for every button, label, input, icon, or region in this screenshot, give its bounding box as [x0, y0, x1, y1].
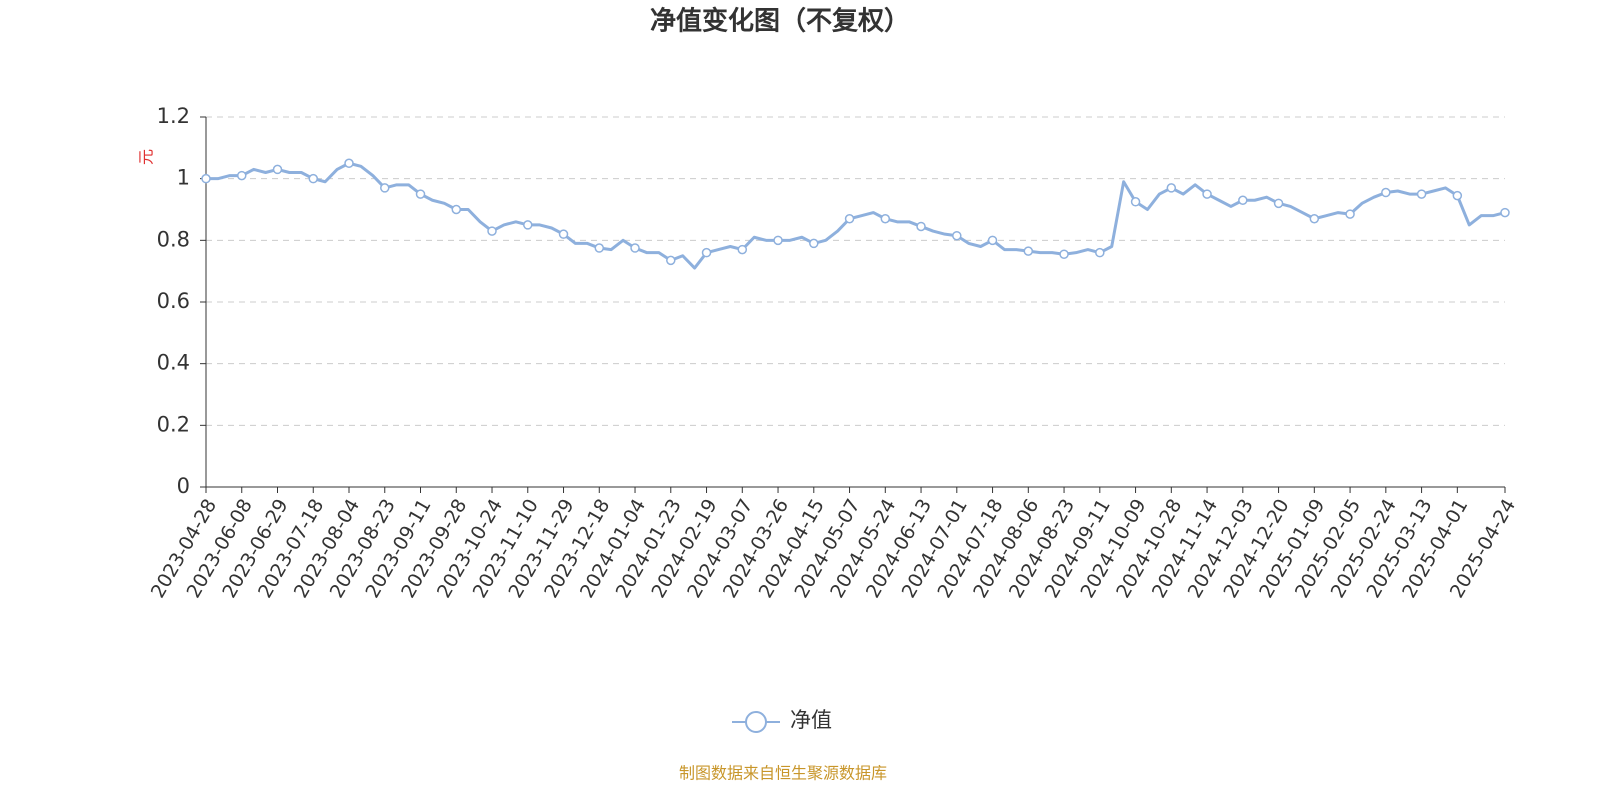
point — [987, 235, 998, 246]
legend-label: 净值 — [790, 708, 832, 732]
y-tick-label: 0.6 — [157, 289, 190, 313]
y-tick-label: 1 — [177, 166, 190, 190]
point — [701, 247, 712, 258]
y-tick-label: 0.2 — [157, 412, 190, 436]
point — [630, 243, 640, 253]
point — [487, 226, 497, 236]
point — [1166, 183, 1177, 193]
point — [1416, 189, 1427, 199]
point — [272, 164, 283, 175]
point — [1023, 246, 1034, 256]
point — [809, 238, 819, 249]
point — [1202, 189, 1212, 199]
y-tick-label: 1.2 — [157, 104, 190, 128]
point — [1345, 209, 1355, 219]
legend-marker — [745, 711, 767, 733]
point — [880, 214, 891, 224]
point — [1381, 187, 1391, 198]
point — [201, 173, 211, 184]
point — [415, 189, 426, 199]
point — [1500, 207, 1510, 218]
point — [1309, 214, 1320, 224]
source-note: 制图数据来自恒生聚源数据库 — [679, 764, 887, 783]
y-tick-label: 0.8 — [157, 227, 190, 251]
point — [1095, 247, 1105, 258]
point — [916, 221, 926, 232]
point — [773, 235, 783, 246]
point — [737, 244, 748, 255]
point — [1130, 197, 1141, 207]
point — [1238, 195, 1248, 205]
chart-title: 净值变化图（不复权） — [650, 6, 910, 37]
y-axis-label: 元 — [137, 149, 156, 165]
point — [1273, 198, 1284, 209]
y-tick-label: 0 — [177, 474, 190, 498]
point — [1059, 249, 1069, 259]
point — [308, 173, 319, 184]
point — [237, 170, 247, 181]
point — [844, 214, 855, 224]
point — [952, 230, 962, 241]
point — [594, 243, 605, 253]
point — [666, 255, 676, 266]
point — [344, 158, 354, 168]
point — [558, 229, 569, 239]
point — [451, 204, 462, 215]
point — [380, 183, 390, 193]
point — [1452, 190, 1463, 201]
point — [523, 220, 533, 230]
y-tick-label: 0.4 — [157, 351, 190, 375]
